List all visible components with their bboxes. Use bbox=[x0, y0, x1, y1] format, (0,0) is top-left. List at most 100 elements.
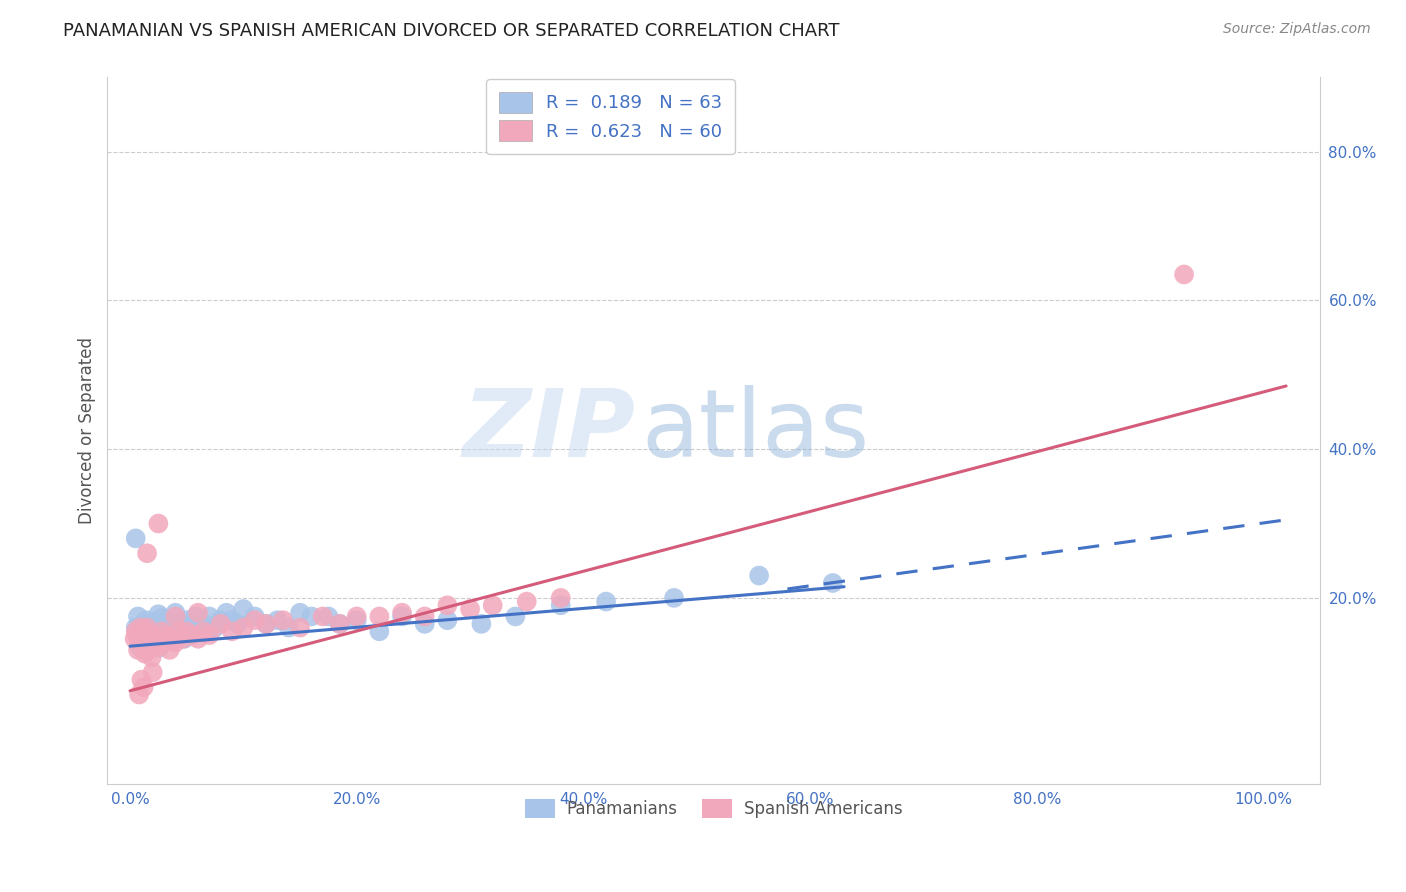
Point bbox=[232, 621, 254, 635]
Point bbox=[221, 613, 243, 627]
Point bbox=[516, 594, 538, 608]
Point bbox=[148, 639, 170, 653]
Point bbox=[1173, 268, 1195, 282]
Point bbox=[232, 602, 254, 616]
Point bbox=[193, 624, 215, 639]
Point bbox=[595, 594, 617, 608]
Point bbox=[170, 624, 193, 639]
Point bbox=[150, 624, 173, 639]
Point bbox=[138, 633, 160, 648]
Point bbox=[299, 609, 322, 624]
Point bbox=[132, 616, 155, 631]
Point bbox=[138, 643, 160, 657]
Point bbox=[135, 613, 157, 627]
Point bbox=[128, 688, 150, 702]
Point bbox=[368, 624, 391, 639]
Point bbox=[748, 568, 770, 582]
Point bbox=[128, 639, 150, 653]
Point bbox=[128, 635, 150, 649]
Point bbox=[131, 673, 153, 687]
Point bbox=[254, 616, 277, 631]
Point bbox=[198, 628, 221, 642]
Point bbox=[172, 632, 194, 646]
Point bbox=[134, 643, 156, 657]
Point bbox=[368, 609, 391, 624]
Point bbox=[458, 602, 481, 616]
Point bbox=[288, 621, 311, 635]
Point bbox=[505, 609, 527, 624]
Point bbox=[413, 616, 436, 631]
Point bbox=[141, 637, 163, 651]
Point bbox=[131, 624, 153, 639]
Point bbox=[142, 618, 165, 632]
Point bbox=[346, 613, 368, 627]
Point bbox=[127, 609, 149, 624]
Point bbox=[156, 628, 179, 642]
Point bbox=[436, 613, 458, 627]
Point bbox=[160, 632, 183, 646]
Point bbox=[142, 628, 165, 642]
Point bbox=[550, 599, 572, 613]
Point bbox=[243, 613, 266, 627]
Y-axis label: Divorced or Separated: Divorced or Separated bbox=[79, 337, 96, 524]
Point bbox=[131, 632, 153, 646]
Point bbox=[125, 628, 148, 642]
Point bbox=[176, 624, 198, 639]
Point bbox=[132, 624, 155, 639]
Point bbox=[156, 613, 179, 627]
Point bbox=[413, 609, 436, 624]
Point bbox=[125, 624, 148, 639]
Legend: Panamanians, Spanish Americans: Panamanians, Spanish Americans bbox=[517, 792, 910, 825]
Point bbox=[143, 632, 166, 646]
Point bbox=[221, 624, 243, 639]
Point bbox=[187, 606, 209, 620]
Text: ZIP: ZIP bbox=[463, 384, 636, 476]
Point bbox=[159, 643, 181, 657]
Point bbox=[124, 632, 146, 646]
Point bbox=[209, 616, 232, 631]
Point bbox=[346, 609, 368, 624]
Point bbox=[662, 591, 685, 605]
Point bbox=[209, 613, 232, 627]
Point bbox=[141, 650, 163, 665]
Point bbox=[318, 609, 340, 624]
Point bbox=[187, 624, 209, 639]
Point bbox=[134, 647, 156, 661]
Point bbox=[288, 606, 311, 620]
Point bbox=[181, 628, 204, 642]
Point bbox=[821, 576, 844, 591]
Point bbox=[125, 621, 148, 635]
Point bbox=[391, 609, 413, 624]
Point bbox=[142, 665, 165, 680]
Point bbox=[153, 624, 176, 639]
Point bbox=[193, 616, 215, 631]
Point bbox=[254, 616, 277, 631]
Point bbox=[167, 616, 190, 631]
Point bbox=[153, 635, 176, 649]
Point bbox=[146, 635, 169, 649]
Text: atlas: atlas bbox=[641, 384, 869, 476]
Point bbox=[436, 599, 458, 613]
Point bbox=[136, 622, 159, 636]
Point bbox=[136, 635, 159, 649]
Point bbox=[155, 632, 177, 646]
Point bbox=[139, 639, 162, 653]
Point bbox=[277, 621, 299, 635]
Point bbox=[146, 633, 169, 648]
Point bbox=[136, 546, 159, 560]
Point bbox=[329, 616, 352, 631]
Point bbox=[176, 613, 198, 627]
Point bbox=[165, 635, 187, 649]
Point bbox=[165, 609, 187, 624]
Point bbox=[481, 599, 503, 613]
Point bbox=[198, 609, 221, 624]
Text: Source: ZipAtlas.com: Source: ZipAtlas.com bbox=[1223, 22, 1371, 37]
Point bbox=[136, 630, 159, 644]
Point bbox=[243, 609, 266, 624]
Point bbox=[391, 606, 413, 620]
Point bbox=[148, 516, 170, 531]
Point bbox=[204, 621, 226, 635]
Point bbox=[129, 632, 152, 646]
Text: PANAMANIAN VS SPANISH AMERICAN DIVORCED OR SEPARATED CORRELATION CHART: PANAMANIAN VS SPANISH AMERICAN DIVORCED … bbox=[63, 22, 839, 40]
Point bbox=[165, 606, 187, 620]
